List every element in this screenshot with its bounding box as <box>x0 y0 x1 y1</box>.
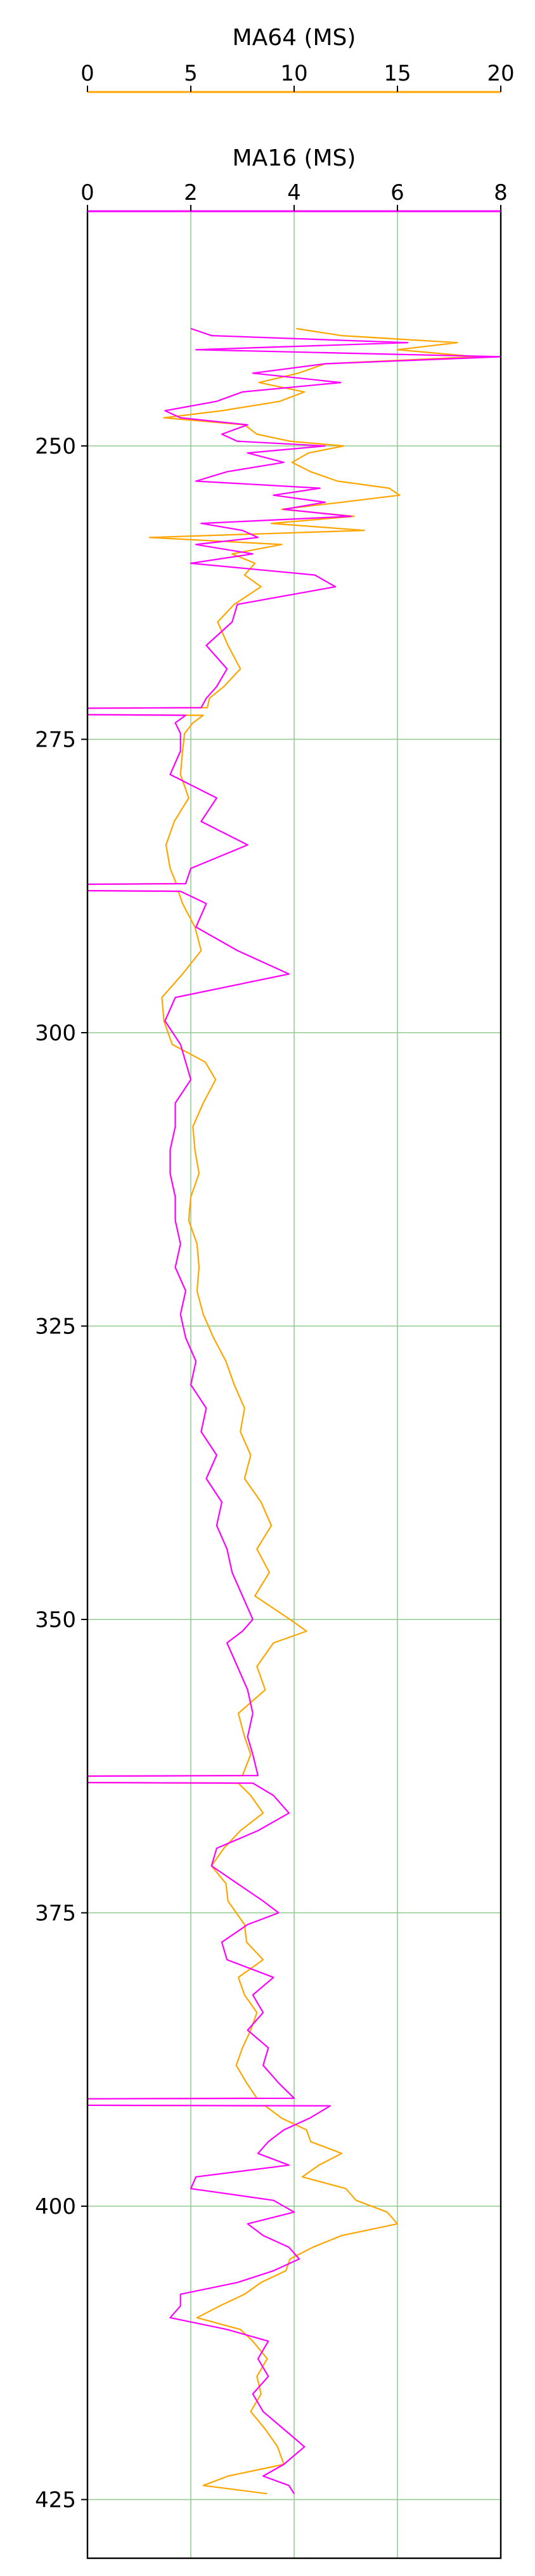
ma64-tick-label: 20 <box>487 61 514 86</box>
series-line-ma64 <box>86 327 477 2495</box>
ma64-axis-label: MA64 (MS) <box>233 25 356 51</box>
ma16-tick-label: 6 <box>390 180 404 206</box>
ma16-tick-label: 8 <box>494 180 508 206</box>
ma16-axis-label: MA16 (MS) <box>233 145 356 171</box>
ma64-tick-label: 10 <box>280 61 307 86</box>
y-tick-label: 275 <box>35 728 76 753</box>
ma64-tick-label: 0 <box>81 61 94 86</box>
y-tick-label: 300 <box>35 1021 76 1046</box>
ma16-tick-label: 0 <box>81 180 94 206</box>
ma64-tick-label: 5 <box>184 61 198 86</box>
y-tick-label: 400 <box>35 2194 76 2220</box>
y-tick-label: 375 <box>35 1901 76 1926</box>
y-tick-label: 250 <box>35 434 76 459</box>
y-tick-label: 425 <box>35 2488 76 2513</box>
y-tick-label: 325 <box>35 1314 76 1340</box>
series-line-ma16 <box>86 327 502 2494</box>
ma16-tick-label: 4 <box>287 180 301 206</box>
y-tick-label: 350 <box>35 1607 76 1633</box>
ma64-tick-label: 15 <box>384 61 411 86</box>
ma16-tick-label: 2 <box>184 180 198 206</box>
